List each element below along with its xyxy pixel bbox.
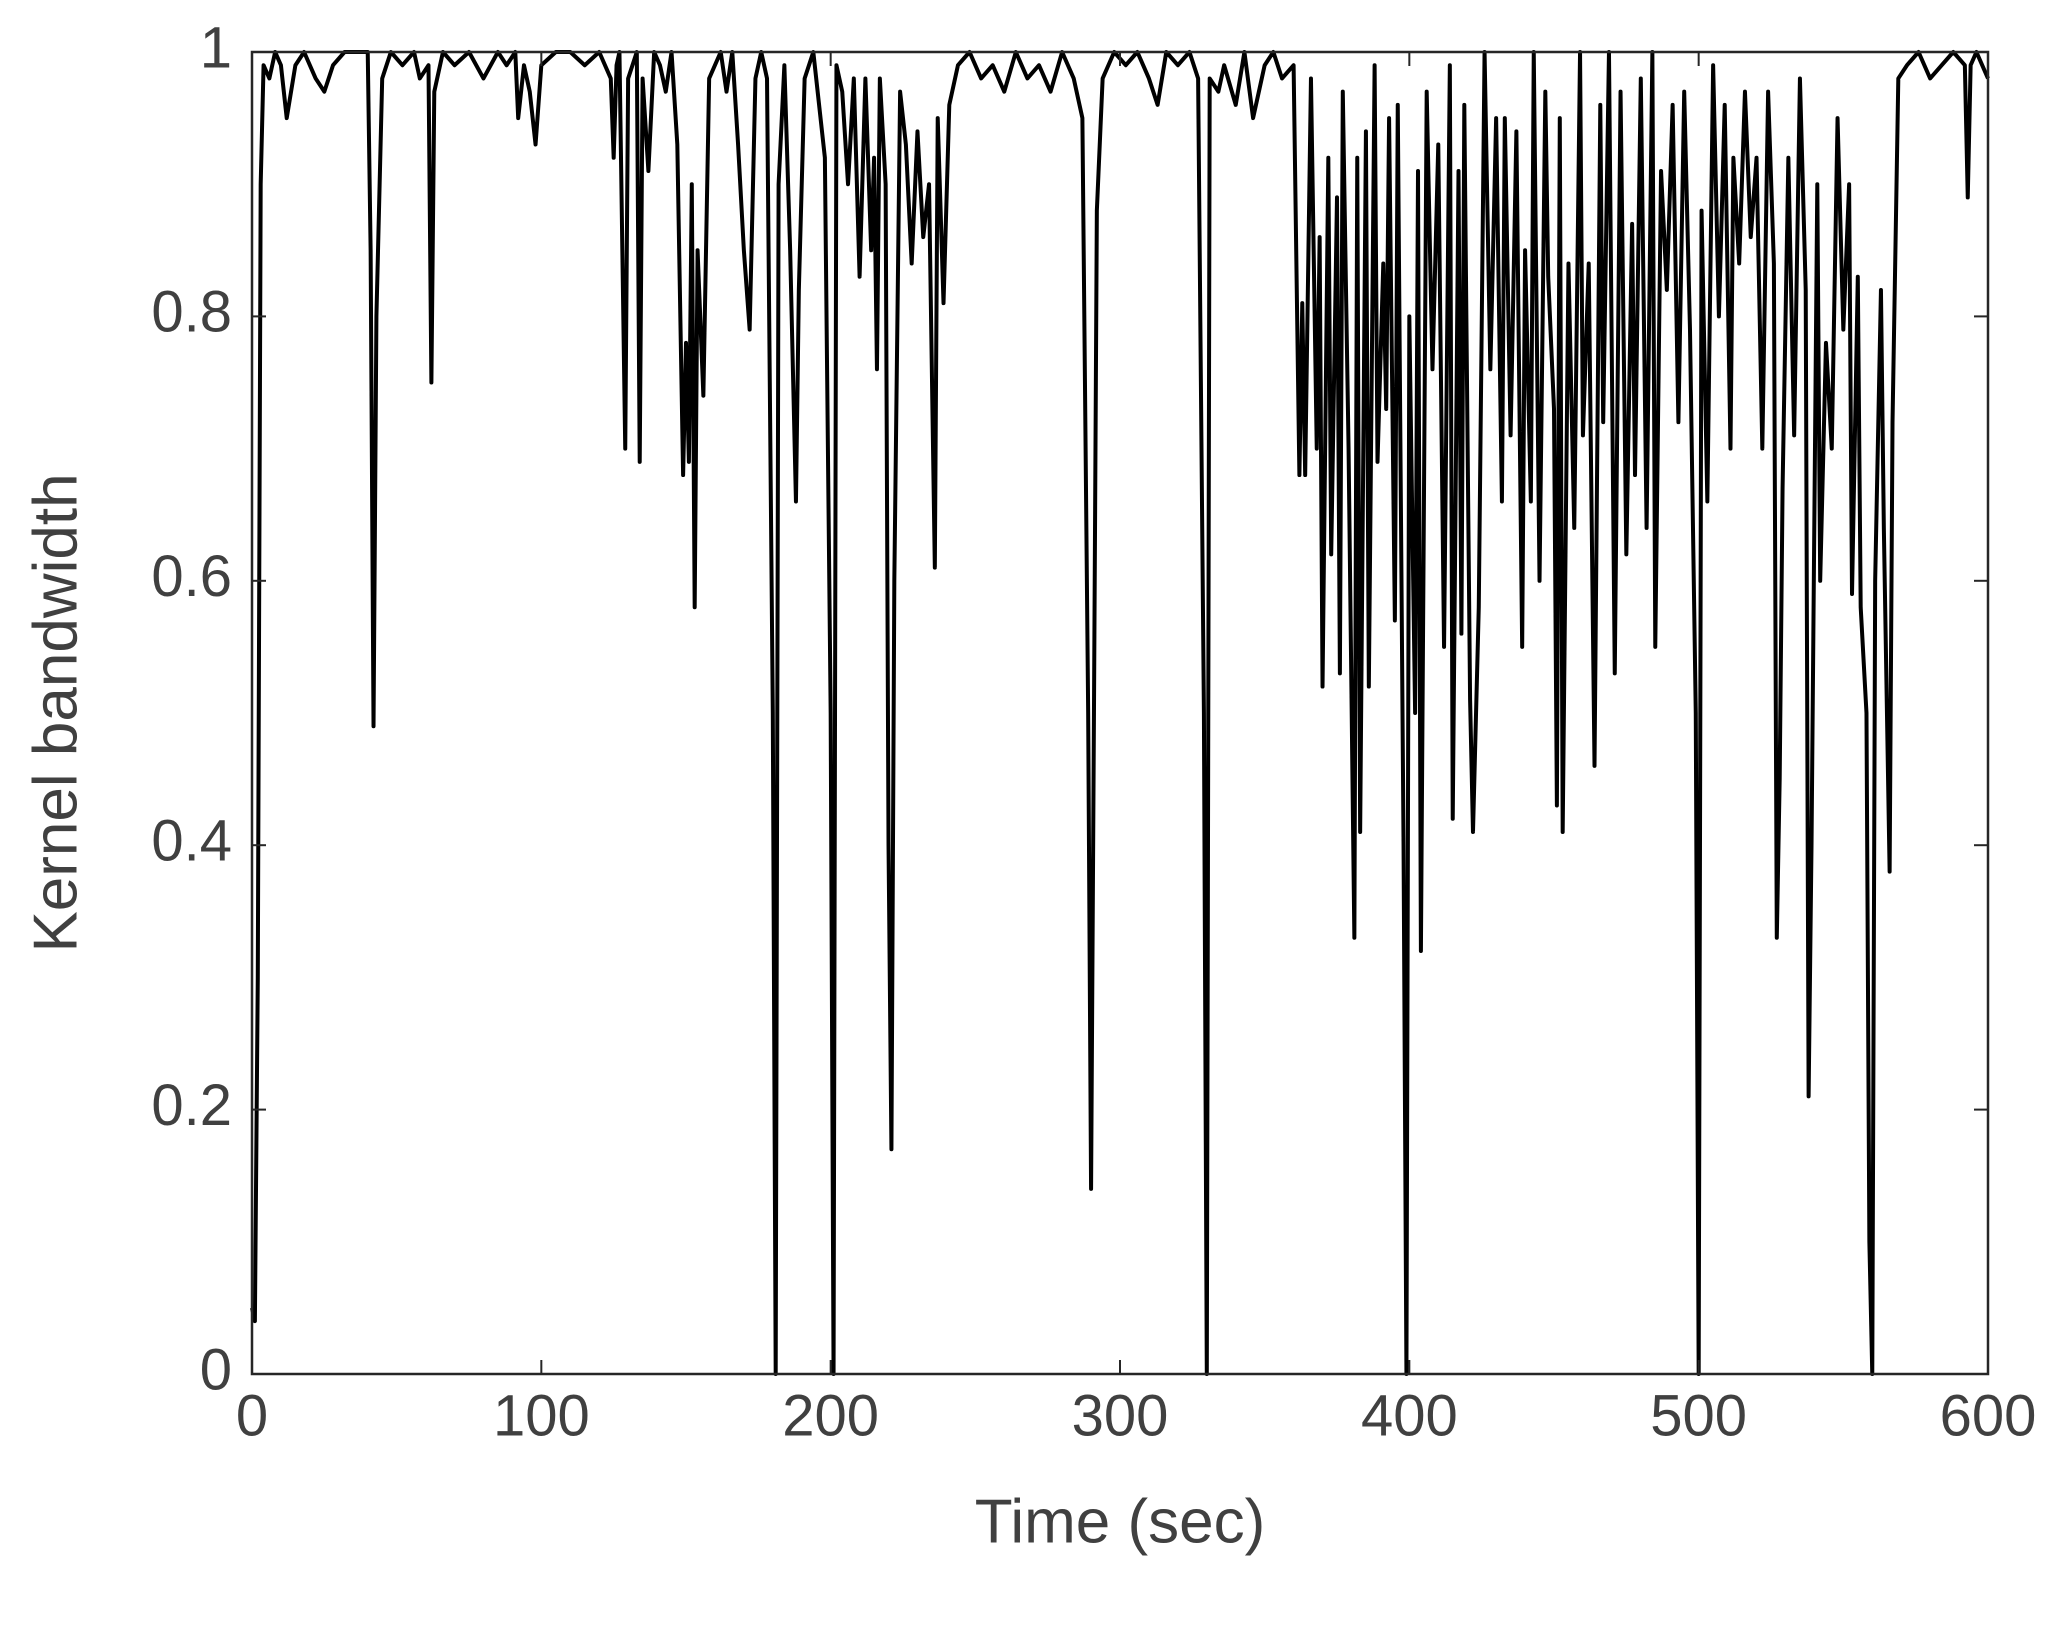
- y-tick-label: 0.4: [151, 809, 232, 874]
- plot-frame: [250, 50, 1990, 1376]
- y-tick-label: 1: [200, 15, 232, 80]
- x-tick-label: 100: [493, 1383, 590, 1448]
- y-tick-label: 0.6: [151, 544, 232, 609]
- data-line: [250, 50, 1990, 1376]
- x-tick-label: 600: [1940, 1383, 2037, 1448]
- y-tick-label: 0.2: [151, 1073, 232, 1138]
- y-tick-label: 0: [200, 1337, 232, 1402]
- x-tick-label: 0: [236, 1383, 268, 1448]
- y-axis-label: Kernel bandwidth: [21, 473, 90, 952]
- x-axis-label: Time (sec): [975, 1487, 1265, 1556]
- y-tick-label: 0.8: [151, 280, 232, 345]
- x-tick-label: 200: [782, 1383, 879, 1448]
- x-tick-label: 300: [1072, 1383, 1169, 1448]
- x-tick-label: 500: [1650, 1383, 1747, 1448]
- x-tick-label: 400: [1361, 1383, 1458, 1448]
